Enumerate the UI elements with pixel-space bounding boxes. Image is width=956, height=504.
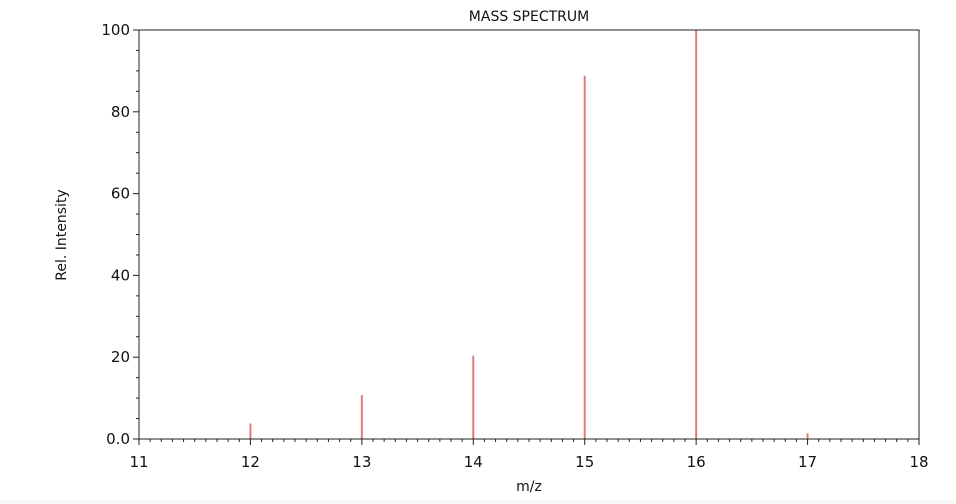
x-tick-label: 11 <box>129 453 148 471</box>
chart-title: MASS SPECTRUM <box>469 9 589 25</box>
y-tick-label: 80 <box>111 103 130 121</box>
y-tick-label: 0.0 <box>106 430 130 448</box>
x-tick-label: 17 <box>798 453 817 471</box>
bar-series <box>249 30 809 439</box>
y-tick-label: 20 <box>111 348 130 366</box>
plot-frame <box>138 29 920 440</box>
x-tick-label: 14 <box>464 453 483 471</box>
y-tick-label: 100 <box>101 21 130 39</box>
y-axis-label: Rel. Intensity <box>54 189 70 280</box>
x-tick-label: 16 <box>687 453 706 471</box>
x-tick-label: 18 <box>909 453 928 471</box>
x-tick-label: 13 <box>352 453 371 471</box>
x-major-ticks: 11 12 13 14 15 16 17 18 <box>129 439 929 471</box>
x-tick-label: 12 <box>241 453 260 471</box>
y-major-ticks: 0.0 20 40 60 80 100 <box>101 21 139 448</box>
x-axis-label: m/z <box>516 479 542 495</box>
y-tick-label: 60 <box>111 185 130 203</box>
x-tick-label: 15 <box>575 453 594 471</box>
y-tick-label: 40 <box>111 266 130 284</box>
